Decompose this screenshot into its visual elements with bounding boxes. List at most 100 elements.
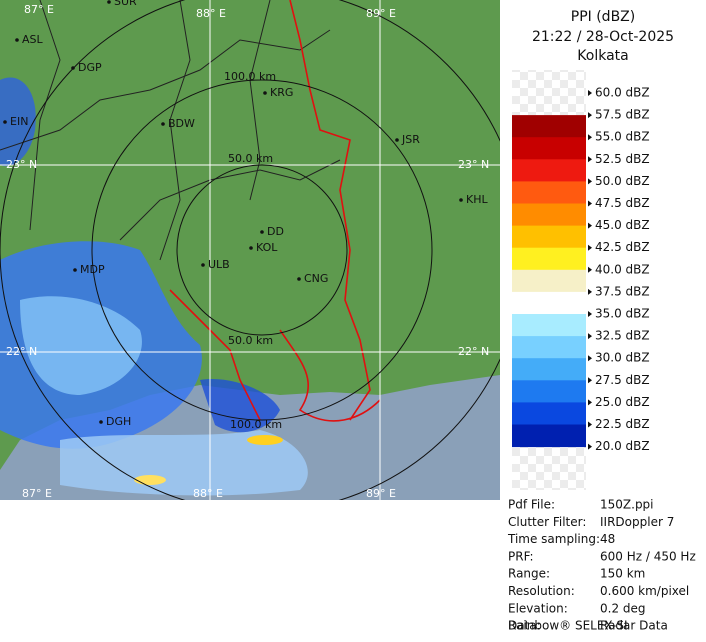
site: Kolkata [577,48,628,64]
legend-swatch [512,247,586,271]
title: PPI (dBZ) [571,9,635,25]
info-value: 600 Hz / 450 Hz [600,549,696,563]
place-dot [15,38,19,42]
place-label: KHL [466,193,488,206]
legend-label: 47.5 dBZ [595,196,650,210]
info-key: Time sampling: [507,532,600,546]
legend-tick [588,156,592,163]
place-dot [107,0,111,4]
legend-tick [588,333,592,340]
range-label: 50.0 km [228,334,273,347]
legend-label: 60.0 dBZ [595,86,650,100]
info-key: Pdf File: [508,498,555,512]
legend-tick [588,134,592,141]
legend-tick [588,90,592,96]
info-value: 48 [600,532,615,546]
info-value: IIRDoppler 7 [600,515,674,529]
legend-swatch [512,137,586,160]
grid-label: 89° E [366,7,396,20]
place-dot [3,120,7,124]
grid-label: 88° E [196,7,226,20]
rain-area [20,296,142,395]
place-label: EIN [10,115,28,128]
place-dot [201,263,205,267]
place-label: JSR [401,133,420,146]
legend-blank [512,70,586,115]
range-label: 100.0 km [224,70,276,83]
legend-swatch [512,115,586,138]
legend-swatch [512,291,586,315]
legend-label: 30.0 dBZ [595,351,650,365]
legend-label: 37.5 dBZ [595,284,650,298]
place-label: MDP [80,263,105,276]
legend-tick [588,244,592,251]
legend-label: 40.0 dBZ [595,262,650,276]
info-key: Data: [508,619,541,633]
grid-label: 89° E [366,487,396,500]
info-value: 0.2 deg [600,601,646,615]
place-label: KOL [256,241,278,254]
place-dot [459,198,463,202]
legend-tick [588,311,592,317]
range-label: 50.0 km [228,152,273,165]
legend-label: 27.5 dBZ [595,373,650,387]
place-dot [99,420,103,424]
legend-swatch [512,402,586,425]
legend-tick [588,399,592,406]
place-label: DGP [78,61,102,74]
place-dot [73,268,77,272]
info-key: Clutter Filter: [508,515,586,529]
info-value: Radar Data [600,619,668,633]
legend-label: 35.0 dBZ [595,307,650,321]
info-key: Elevation: [508,601,568,615]
place-label: CNG [304,272,328,285]
legend-tick [588,377,592,384]
legend-label: 52.5 dBZ [595,152,650,166]
grid-label: 23° N [6,158,37,171]
legend-blank [512,447,586,490]
rain-area [0,77,36,167]
grid-label: 22° N [458,345,489,358]
info-key: Resolution: [508,584,575,598]
timestamp: 21:22 / 28-Oct-2025 [532,29,674,45]
legend-tick [588,288,592,295]
legend-swatch [512,380,586,403]
info-value: 150Z.ppi [600,498,654,512]
legend-swatch [512,225,586,249]
rain-core [247,435,283,445]
grid-label: 22° N [6,345,37,358]
place-dot [297,277,301,281]
legend-label: 50.0 dBZ [595,174,650,188]
info-value: 150 km [600,567,645,581]
legend-tick [588,443,592,450]
range-label: 100.0 km [230,418,282,431]
legend-tick [588,421,592,428]
place-label: DGH [106,415,131,428]
map: 88° E 89° E 23° N 23° N 22° N 22° N 87° E 88° E… [0,0,500,500]
place-dot [260,230,264,234]
legend-tick [588,266,592,273]
rain-core [134,475,166,485]
place-dot [161,122,165,126]
grid-label: 87° E [22,487,52,500]
info-key: PRF: [508,549,534,563]
place-label: ULB [208,258,230,271]
place-label: BDW [168,117,195,130]
legend-tick [588,355,592,362]
legend-label: 55.0 dBZ [595,130,650,144]
place-dot [249,246,253,250]
grid-label: 88° E [193,487,223,500]
district-border [0,0,341,261]
place-label: KRG [270,86,293,99]
legend-swatch [512,181,586,204]
place-dot [263,91,267,95]
place-dot [71,66,75,70]
legend-label: 20.0 dBZ [595,439,650,453]
legend-tick [588,178,592,185]
legend-swatch [512,159,586,182]
info-value: 0.600 km/pixel [600,584,689,598]
legend-label: 25.0 dBZ [595,395,650,409]
legend-tick [588,200,592,207]
